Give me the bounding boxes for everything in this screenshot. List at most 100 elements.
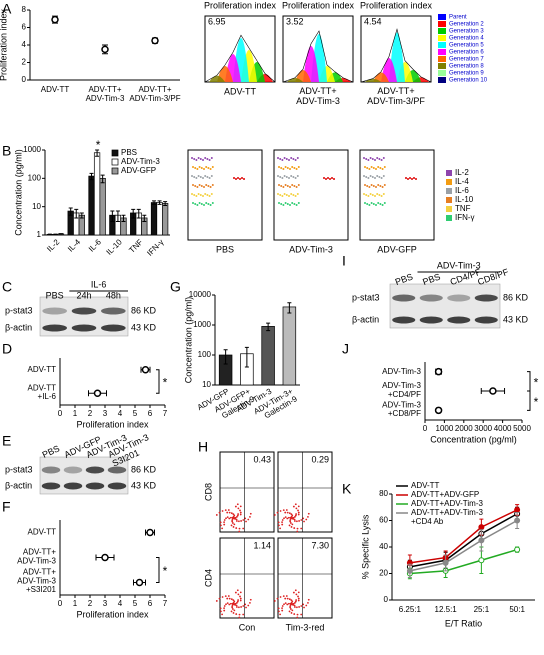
- flow-dot: [239, 509, 241, 512]
- flow-dot: [293, 613, 296, 615]
- flow-dot: [232, 513, 235, 516]
- x-tick-label: 4: [118, 599, 123, 608]
- quadrant-lines: [220, 538, 274, 618]
- bead-frame: [273, 149, 349, 241]
- bead-dot: [376, 175, 379, 177]
- flow-dot: [300, 519, 303, 521]
- legend-label: Generation 8: [449, 64, 484, 70]
- bead-dot: [293, 167, 296, 169]
- point: [135, 578, 144, 587]
- blot-band: [474, 294, 498, 302]
- x-category-label: 50:1: [509, 605, 525, 614]
- flow-dot: [227, 595, 230, 597]
- flow-dot: [242, 519, 245, 521]
- y-tick-label: 1000: [23, 145, 41, 154]
- bead-dot: [369, 193, 372, 195]
- y-axis-label: Proliferation index: [0, 8, 8, 81]
- error-bar: [95, 149, 100, 157]
- flow-dot: [285, 509, 288, 511]
- flow-dot: [231, 605, 234, 607]
- flow-dot: [238, 613, 241, 616]
- flow-dot: [221, 613, 224, 616]
- row-label: β-actin: [5, 480, 32, 490]
- blot-header: IL-6: [91, 279, 107, 289]
- size-label: 86 KD: [131, 305, 157, 315]
- bead-dot: [211, 184, 214, 186]
- panel-label: I: [342, 253, 346, 269]
- bead-dot: [415, 178, 417, 180]
- bracket: [156, 369, 160, 394]
- bead-dot: [374, 177, 376, 179]
- bar: [162, 203, 169, 236]
- legend-swatch: [438, 77, 446, 83]
- bead-dot: [382, 175, 385, 177]
- legend-swatch: [438, 70, 446, 76]
- x-tick-label: 5000: [513, 424, 531, 433]
- flow-dot: [231, 519, 234, 521]
- bead-dot: [283, 193, 286, 195]
- bar: [88, 175, 95, 236]
- bead-dot: [366, 185, 369, 187]
- bead-dot: [285, 194, 288, 196]
- flow-dot: [242, 527, 245, 530]
- legend-label: ADV-TT+ADV-Tim-3: [411, 499, 483, 508]
- flow-dot: [236, 589, 239, 592]
- blot-band: [107, 482, 127, 490]
- size-label: 43 KD: [503, 314, 529, 324]
- quadrant-value: 0.43: [253, 454, 271, 464]
- flow-dot: [281, 609, 284, 612]
- row-label: β-actin: [5, 322, 32, 332]
- flow-dot: [224, 509, 227, 512]
- histogram-title: Proliferation index: [282, 0, 355, 10]
- blot-band: [101, 324, 126, 332]
- flow-dot: [232, 526, 235, 528]
- blot-band: [41, 466, 61, 474]
- flow-dot: [238, 606, 240, 609]
- y-tick-label: 0: [22, 75, 27, 84]
- flow-y-label: CD8: [203, 483, 213, 501]
- blot-band: [447, 294, 471, 302]
- bead-dot: [290, 157, 293, 159]
- flow-dot: [273, 600, 276, 602]
- legend-label: Generation 5: [449, 43, 484, 49]
- bead-dot: [375, 168, 377, 170]
- bead-dot: [191, 175, 193, 177]
- size-label: 86 KD: [503, 292, 529, 302]
- histogram-caption: ADV-TT: [224, 86, 257, 96]
- histogram-title: Proliferation index: [360, 0, 433, 10]
- flow-dot: [297, 511, 300, 514]
- flow-dot: [276, 597, 279, 600]
- y-category-label: ADV-Tim-3 +CD8/PF: [382, 400, 421, 418]
- bead-dot: [195, 195, 198, 197]
- proliferation-value: 3.52: [286, 16, 304, 26]
- flow-dot: [307, 598, 310, 601]
- bead-dot: [193, 158, 196, 160]
- bead-dot: [211, 166, 214, 168]
- bead-dot: [292, 176, 295, 178]
- x-tick-label: 1: [73, 409, 78, 418]
- bead-dot: [294, 195, 297, 197]
- bead-dot: [378, 176, 381, 178]
- bead-dot: [283, 157, 286, 159]
- bead-dot: [197, 175, 200, 177]
- panel-label: C: [2, 279, 12, 295]
- point: [478, 557, 485, 564]
- lane-label: PBS: [46, 290, 64, 300]
- flow-dot: [223, 523, 226, 526]
- bead-dot: [199, 158, 202, 160]
- legend-label: Generation 2: [449, 22, 484, 28]
- flow-dot: [282, 509, 285, 512]
- flow-dot: [233, 523, 236, 526]
- flow-dot: [294, 520, 296, 522]
- flow-dot: [277, 610, 280, 613]
- bead-dot: [379, 185, 382, 187]
- flow-dot: [307, 512, 310, 515]
- bead-dot: [296, 175, 299, 177]
- error-bar: [152, 200, 157, 205]
- flow-dot: [226, 516, 229, 519]
- flow-dot: [236, 514, 239, 517]
- annotation: *: [534, 376, 539, 390]
- flow-dot: [235, 613, 238, 615]
- panel-label: K: [342, 481, 352, 497]
